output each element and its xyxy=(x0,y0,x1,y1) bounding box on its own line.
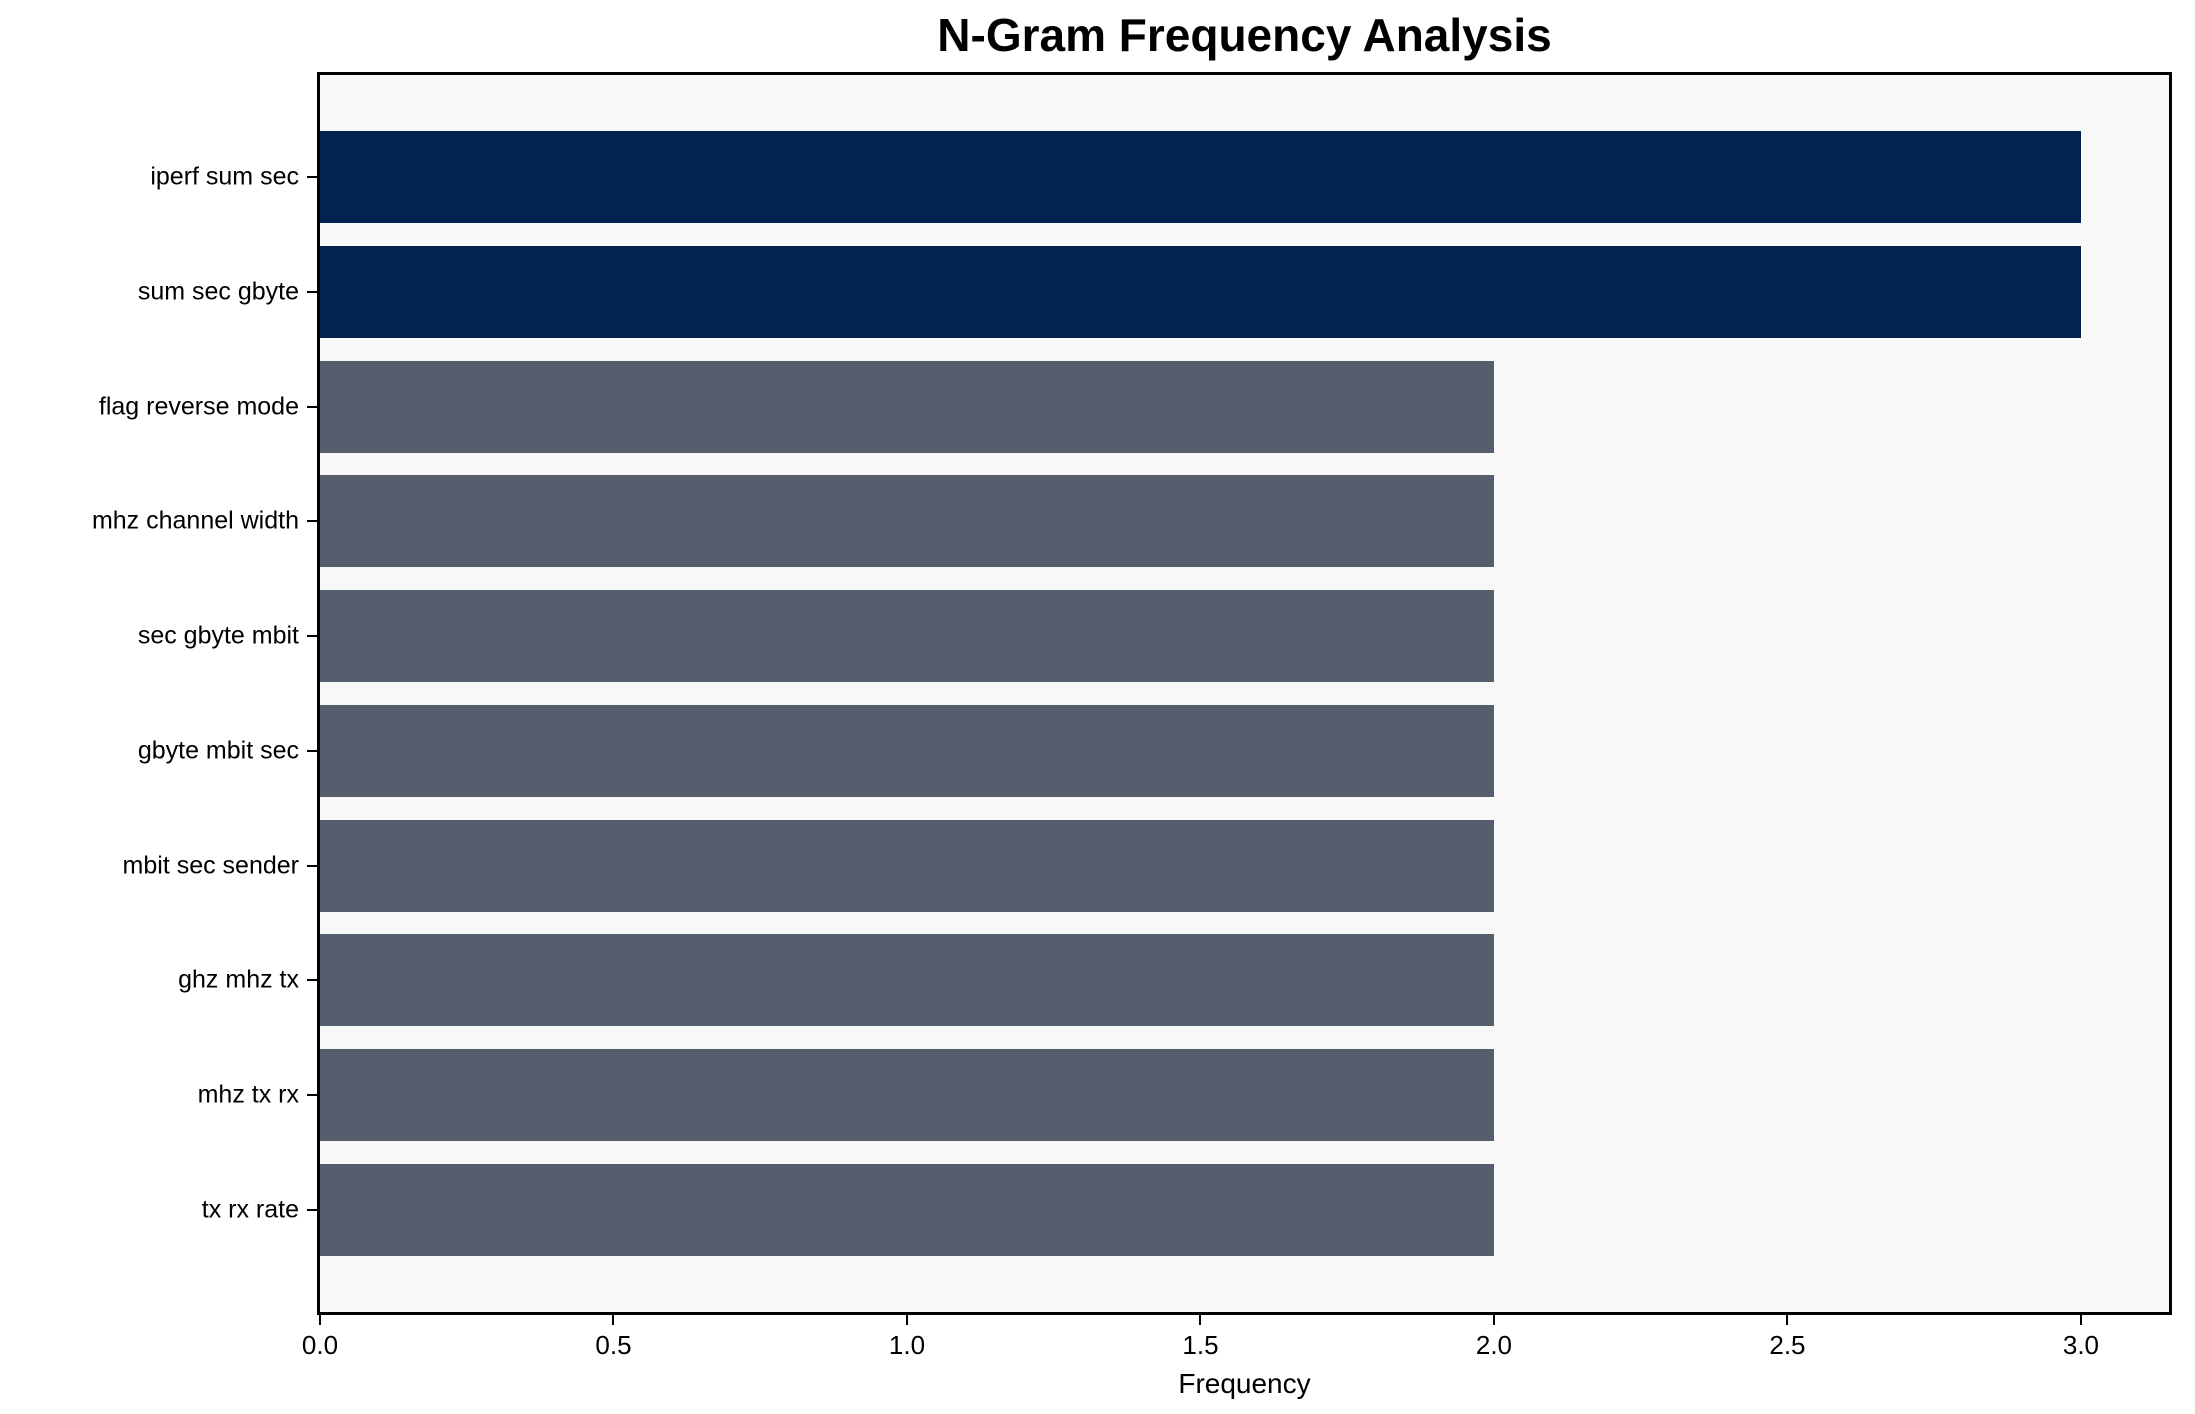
y-tick-label: ghz mhz tx xyxy=(178,965,299,994)
y-tick-mark xyxy=(307,405,317,408)
bar-tx-rx-rate xyxy=(320,1163,1494,1256)
x-tick-mark xyxy=(1492,1315,1495,1325)
bar-mbit-sec-sender xyxy=(320,819,1494,912)
bar-mhz-tx-rx xyxy=(320,1049,1494,1142)
x-tick-label: 0.5 xyxy=(595,1330,632,1360)
x-tick-label: 0.0 xyxy=(301,1330,339,1360)
y-tick-mark xyxy=(307,749,317,752)
y-tick-label: mbit sec sender xyxy=(122,851,299,880)
x-tick-mark xyxy=(612,1315,615,1325)
x-tick-mark xyxy=(905,1315,908,1325)
y-tick-mark xyxy=(307,1094,317,1097)
bar-ghz-mhz-tx xyxy=(320,934,1494,1027)
y-tick-label: iperf sum sec xyxy=(150,162,299,191)
x-tick-label: 2.0 xyxy=(1475,1330,1513,1360)
x-axis-label: Frequency xyxy=(1178,1368,1311,1399)
chart-title: N-Gram Frequency Analysis xyxy=(937,9,1552,61)
y-tick-label: gbyte mbit sec xyxy=(137,736,299,765)
x-tick-mark xyxy=(1786,1315,1789,1325)
y-tick-label: sec gbyte mbit xyxy=(137,621,299,650)
bar-flag-reverse-mode xyxy=(320,360,1494,453)
bar-sec-gbyte-mbit xyxy=(320,590,1494,683)
x-tick-mark xyxy=(319,1315,321,1325)
y-tick-label: tx rx rate xyxy=(201,1195,299,1224)
y-tick-mark xyxy=(307,979,317,982)
y-tick-mark xyxy=(307,176,317,179)
y-tick-mark xyxy=(307,635,317,638)
plot-area xyxy=(317,72,2172,1315)
y-tick-label: mhz tx rx xyxy=(197,1080,299,1109)
y-tick-label: flag reverse mode xyxy=(98,392,299,421)
x-tick-label: 2.5 xyxy=(1769,1330,1806,1360)
y-tick-mark xyxy=(307,520,317,523)
x-tick-label: 1.5 xyxy=(1182,1330,1219,1360)
y-tick-mark xyxy=(307,1208,317,1211)
bar-sum-sec-gbyte xyxy=(320,245,2081,338)
y-tick-mark xyxy=(307,290,317,293)
bar-mhz-channel-width xyxy=(320,475,1494,568)
y-tick-label: sum sec gbyte xyxy=(137,277,299,306)
y-tick-label: mhz channel width xyxy=(91,506,299,535)
x-tick-label: 1.0 xyxy=(888,1330,926,1360)
x-tick-mark xyxy=(2079,1315,2082,1325)
bar-gbyte-mbit-sec xyxy=(320,704,1494,797)
x-tick-label: 3.0 xyxy=(2062,1330,2100,1360)
y-tick-mark xyxy=(307,864,317,867)
bar-iperf-sum-sec xyxy=(320,131,2081,224)
x-tick-mark xyxy=(1199,1315,1202,1325)
